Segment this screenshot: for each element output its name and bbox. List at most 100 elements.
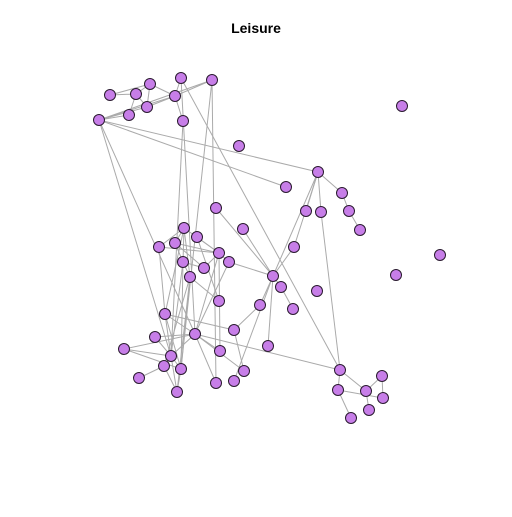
node-n16 <box>210 202 222 214</box>
edge-n42-n55 <box>194 333 341 371</box>
edge-n1-n3 <box>109 83 151 96</box>
node-n12 <box>233 140 245 152</box>
edge-n22-n33 <box>242 228 274 277</box>
node-n10 <box>177 115 189 127</box>
edge-n13-n17 <box>305 171 319 212</box>
node-n3 <box>144 78 156 90</box>
node-layer <box>93 72 446 424</box>
edge-n9-n5 <box>98 79 213 121</box>
edge-n18-n55 <box>320 211 341 371</box>
node-n17 <box>300 205 312 217</box>
edge-n21-n32 <box>183 227 191 278</box>
edge-n44-n49 <box>123 348 182 370</box>
edge-n33-n52 <box>233 275 274 382</box>
edge-n42-n43 <box>154 333 196 338</box>
edge-n23-n31 <box>174 242 205 269</box>
node-n57 <box>332 384 344 396</box>
node-n21 <box>178 222 190 234</box>
edge-n9-n13 <box>98 119 319 173</box>
node-n26 <box>288 241 300 253</box>
node-n1 <box>104 89 116 101</box>
node-n44 <box>118 343 130 355</box>
node-n7 <box>141 101 153 113</box>
node-n34 <box>390 269 402 281</box>
edge-n41-n50 <box>233 329 245 372</box>
node-n37 <box>213 295 225 307</box>
node-n40 <box>159 308 171 320</box>
edge-n47-n54 <box>170 355 178 393</box>
node-n36 <box>311 285 323 297</box>
node-n39 <box>287 303 299 315</box>
node-n20 <box>354 224 366 236</box>
edge-n44-n47 <box>123 348 172 357</box>
node-n25 <box>191 231 203 243</box>
node-n23 <box>169 237 181 249</box>
node-n28 <box>213 247 225 259</box>
node-n54 <box>171 386 183 398</box>
node-n9 <box>93 114 105 126</box>
edge-n24-n40 <box>158 246 166 315</box>
edge-n40-n47 <box>164 313 172 357</box>
edge-n9-n47 <box>98 119 172 357</box>
node-n55 <box>334 364 346 376</box>
node-n29 <box>177 256 189 268</box>
edge-n16-n33 <box>215 207 274 277</box>
node-n5 <box>206 74 218 86</box>
edge-n40-n42 <box>164 313 196 335</box>
node-n42 <box>189 328 201 340</box>
node-n48 <box>158 360 170 372</box>
edge-n57-n59 <box>337 389 384 399</box>
edge-n32-n37 <box>189 276 220 302</box>
edge-n42-n53 <box>194 333 217 384</box>
node-n46 <box>262 340 274 352</box>
node-n2 <box>130 88 142 100</box>
edge-n24-n28 <box>158 246 220 254</box>
edge-n30-n33 <box>228 261 274 277</box>
node-n45 <box>214 345 226 357</box>
node-n8 <box>123 109 135 121</box>
node-n15 <box>336 187 348 199</box>
node-n24 <box>153 241 165 253</box>
edge-n5-n53 <box>211 79 217 384</box>
node-n22 <box>237 223 249 235</box>
node-n38 <box>254 299 266 311</box>
node-n51 <box>133 372 145 384</box>
node-n61 <box>345 412 357 424</box>
node-n41 <box>228 324 240 336</box>
edge-n40-n41 <box>164 313 235 331</box>
graph-title: Leisure <box>231 20 281 36</box>
node-n35 <box>275 281 287 293</box>
edge-n9-n14 <box>98 119 287 188</box>
node-n53 <box>210 377 222 389</box>
edge-n13-n33 <box>272 171 319 277</box>
edge-n9-n42 <box>98 119 196 335</box>
node-n60 <box>363 404 375 416</box>
node-n11 <box>396 100 408 112</box>
edge-n38-n41 <box>233 304 261 331</box>
edge-n28-n42 <box>194 252 220 335</box>
node-n56 <box>376 370 388 382</box>
node-n52 <box>228 375 240 387</box>
node-n14 <box>280 181 292 193</box>
edge-n33-n46 <box>267 275 274 347</box>
node-n50 <box>238 365 250 377</box>
node-n47 <box>165 350 177 362</box>
node-n6 <box>169 90 181 102</box>
edge-n13-n18 <box>317 171 322 213</box>
node-n30 <box>223 256 235 268</box>
node-n27 <box>434 249 446 261</box>
node-n59 <box>377 392 389 404</box>
node-n13 <box>312 166 324 178</box>
node-n31 <box>198 262 210 274</box>
node-n58 <box>360 385 372 397</box>
edge-n42-n44 <box>123 333 196 350</box>
node-n43 <box>149 331 161 343</box>
node-n18 <box>315 206 327 218</box>
edge-n23-n28 <box>174 242 220 254</box>
node-n33 <box>267 270 279 282</box>
edge-n40-n49 <box>164 313 182 370</box>
node-n49 <box>175 363 187 375</box>
edge-n4-n55 <box>180 77 341 371</box>
